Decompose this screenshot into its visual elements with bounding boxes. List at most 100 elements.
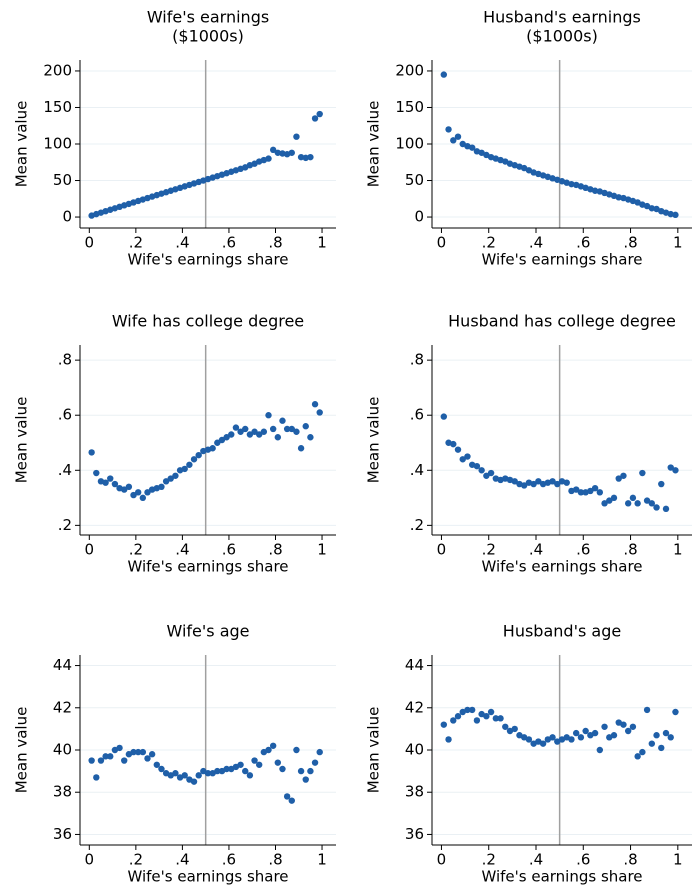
- point: [487, 708, 495, 716]
- y-tick-label: 42: [405, 698, 424, 716]
- point: [167, 475, 174, 482]
- point: [307, 767, 314, 775]
- point: [483, 472, 490, 479]
- point: [162, 478, 170, 485]
- point: [587, 487, 594, 495]
- x-tick-label: 0: [85, 234, 95, 252]
- point: [459, 456, 466, 463]
- x-tick-label: .4: [529, 234, 543, 252]
- y-tick-label: 50: [405, 171, 424, 189]
- point: [269, 425, 277, 433]
- point: [279, 765, 286, 773]
- point: [288, 425, 295, 433]
- point: [450, 717, 457, 724]
- point: [478, 467, 485, 474]
- x-tick-label: .6: [222, 851, 236, 869]
- point: [88, 449, 95, 456]
- point: [440, 721, 448, 728]
- panel-title: Wife has college degree: [112, 312, 304, 331]
- panel: Husband's age 36 38 40 42 44 0 .2 .4 .6 .8 1 Wife's …: [365, 622, 692, 886]
- point: [130, 491, 137, 499]
- point: [601, 723, 608, 730]
- y-tick-label: 200: [43, 61, 72, 79]
- point: [93, 774, 100, 781]
- point: [251, 757, 258, 764]
- point: [667, 734, 674, 741]
- point: [549, 478, 556, 485]
- x-tick-label: .4: [175, 234, 189, 252]
- point: [316, 748, 323, 756]
- point: [265, 412, 272, 419]
- point: [620, 721, 627, 728]
- panel-title: Wife's earnings: [147, 8, 269, 27]
- x-tick-label: .6: [222, 234, 236, 252]
- point: [316, 110, 323, 118]
- point: [667, 210, 674, 218]
- panel-title: ($1000s): [172, 27, 244, 46]
- point: [265, 746, 272, 754]
- point: [88, 757, 95, 764]
- point: [662, 505, 670, 513]
- point: [172, 472, 179, 479]
- point: [311, 115, 319, 122]
- panel-title: Husband's age: [503, 622, 621, 641]
- y-tick-label: .6: [58, 406, 72, 424]
- point: [134, 748, 142, 756]
- point: [209, 445, 216, 452]
- point: [302, 776, 309, 783]
- point: [293, 428, 300, 435]
- point: [223, 765, 230, 773]
- point: [111, 480, 119, 488]
- y-tick-label: 44: [53, 656, 72, 674]
- point: [279, 417, 286, 424]
- point: [572, 486, 580, 493]
- x-tick-label: .8: [268, 851, 282, 869]
- x-tick-label: .4: [529, 851, 543, 869]
- x-tick-label: .8: [268, 541, 282, 559]
- y-tick-label: 38: [405, 783, 424, 801]
- x-tick-label: 0: [437, 851, 447, 869]
- point: [190, 778, 198, 785]
- y-tick-label: .8: [58, 351, 72, 369]
- y-tick-label: 0: [414, 208, 424, 226]
- point: [634, 500, 641, 507]
- point: [454, 713, 462, 720]
- point: [102, 479, 109, 486]
- point: [549, 734, 556, 741]
- point: [153, 761, 160, 768]
- point: [492, 715, 500, 722]
- point: [190, 456, 198, 463]
- panel: Wife has college degree .2 .4 .6 .8 0 .2 .4 .6 .8…: [13, 312, 336, 576]
- y-tick-label: 100: [395, 135, 424, 153]
- point: [204, 770, 212, 777]
- point: [445, 126, 452, 133]
- y-tick-label: 50: [53, 171, 72, 189]
- point: [639, 469, 646, 477]
- point: [511, 725, 518, 733]
- point: [237, 428, 244, 435]
- point: [525, 736, 533, 743]
- point: [615, 194, 622, 201]
- point: [102, 753, 109, 760]
- x-tick-label: 1: [673, 851, 683, 869]
- point: [572, 729, 580, 737]
- point: [256, 431, 263, 438]
- point: [297, 767, 305, 775]
- point: [93, 469, 100, 477]
- point: [577, 489, 585, 496]
- point: [97, 757, 105, 764]
- point: [535, 478, 542, 485]
- x-tick-label: .6: [576, 851, 590, 869]
- point: [624, 727, 632, 735]
- point: [601, 500, 608, 507]
- y-axis-label: Mean value: [365, 397, 383, 484]
- y-tick-label: .2: [58, 516, 72, 534]
- point: [297, 445, 305, 452]
- point: [139, 494, 147, 502]
- point: [450, 440, 457, 448]
- x-tick-label: 0: [85, 541, 95, 559]
- y-tick-label: .6: [410, 406, 424, 424]
- x-tick-label: 0: [85, 851, 95, 869]
- point: [615, 475, 622, 482]
- point: [311, 401, 319, 408]
